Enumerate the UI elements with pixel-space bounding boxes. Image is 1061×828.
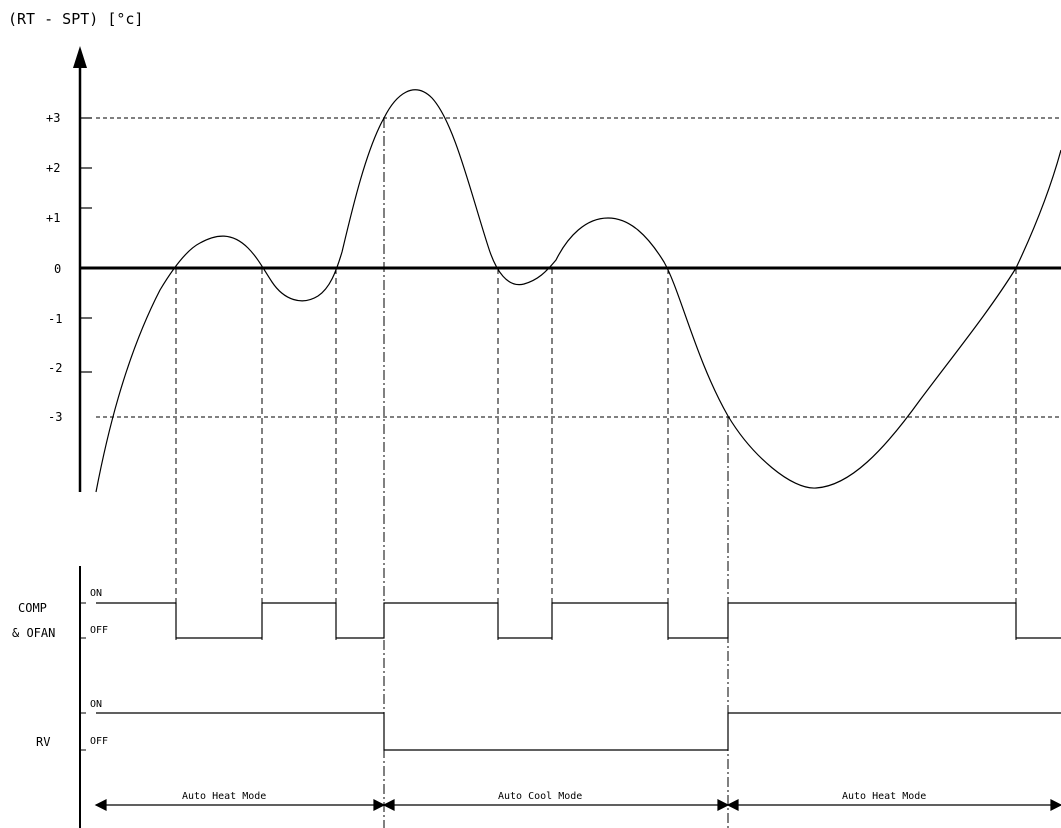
rv-on-label: ON [90,699,102,710]
transition-dashed-lines [175,268,1017,640]
tick-label-plus3: +3 [46,111,60,125]
tick-label-zero: 0 [54,262,61,276]
comp-label-line1: COMP [18,601,47,615]
comp-label-line2: & OFAN [12,626,55,640]
mode-arrows [94,799,1061,811]
temperature-curve [95,89,1061,493]
y-axis-ticks [80,117,92,373]
mode-label-auto-heat-1: Auto Heat Mode [182,791,266,802]
y-axis-arrowhead [73,46,87,68]
mode-change-lines [383,118,729,828]
mode-label-auto-heat-2: Auto Heat Mode [842,791,926,802]
comp-off-label: OFF [90,625,108,636]
comp-on-label: ON [90,588,102,599]
rv-label: RV [36,735,50,749]
tick-label-plus1: +1 [46,211,60,225]
tick-label-plus2: +2 [46,161,60,175]
rv-waveform [96,712,1061,751]
rv-off-label: OFF [90,736,108,747]
tick-label-minus3: -3 [48,410,62,424]
tick-label-minus2: -2 [48,361,62,375]
mode-label-auto-cool: Auto Cool Mode [498,791,582,802]
tick-label-minus1: -1 [48,312,62,326]
comp-waveform [96,602,1061,639]
y-axis-label: (RT - SPT) [°c] [8,10,143,28]
